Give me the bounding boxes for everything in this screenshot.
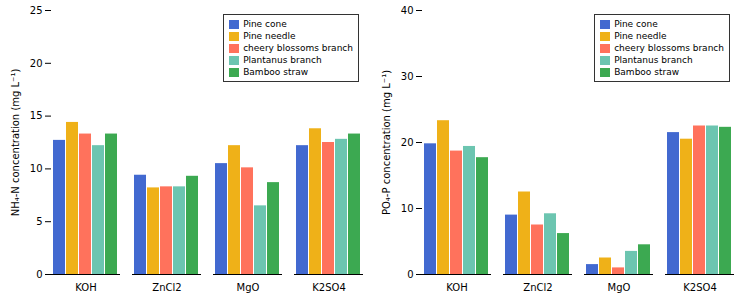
html-text:Bamboo straw: Bamboo straw [243, 67, 308, 77]
svg-text:5: 5 [36, 216, 42, 227]
svg-text:NH₄-N concentration (mg L⁻¹): NH₄-N concentration (mg L⁻¹) [10, 69, 21, 217]
svg-text:ZnCl2: ZnCl2 [523, 282, 552, 293]
svg-text:25: 25 [30, 5, 43, 16]
svg-text:K2SO4: K2SO4 [312, 282, 346, 293]
svg-text:KOH: KOH [446, 282, 467, 293]
svg-text:PO₄-P concentration (mg L⁻¹): PO₄-P concentration (mg L⁻¹) [381, 70, 392, 215]
html-text:Pine needle: Pine needle [243, 31, 296, 41]
html-text:Bamboo straw: Bamboo straw [614, 67, 679, 77]
html-text:Pine cone: Pine cone [614, 19, 658, 29]
html-text:cheery blossoms branch: cheery blossoms branch [614, 43, 724, 53]
svg-text:MgO: MgO [237, 282, 260, 293]
svg-text:10: 10 [30, 163, 43, 174]
svg-text:40: 40 [401, 5, 414, 16]
svg-text:10: 10 [401, 203, 414, 214]
html-text:Pine needle: Pine needle [614, 31, 667, 41]
svg-text:15: 15 [30, 110, 43, 121]
html-text:Plantanus branch: Plantanus branch [614, 55, 693, 65]
html-text:cheery blossoms branch: cheery blossoms branch [243, 43, 353, 53]
svg-text:MgO: MgO [608, 282, 631, 293]
svg-text:ZnCl2: ZnCl2 [152, 282, 181, 293]
svg-text:20: 20 [401, 137, 414, 148]
svg-text:0: 0 [36, 269, 42, 280]
svg-text:K2SO4: K2SO4 [683, 282, 717, 293]
svg-text:20: 20 [30, 58, 43, 69]
html-text:Pine cone: Pine cone [243, 19, 287, 29]
svg-text:30: 30 [401, 71, 414, 82]
svg-text:KOH: KOH [75, 282, 96, 293]
html-text:Plantanus branch: Plantanus branch [243, 55, 322, 65]
svg-text:0: 0 [407, 269, 413, 280]
